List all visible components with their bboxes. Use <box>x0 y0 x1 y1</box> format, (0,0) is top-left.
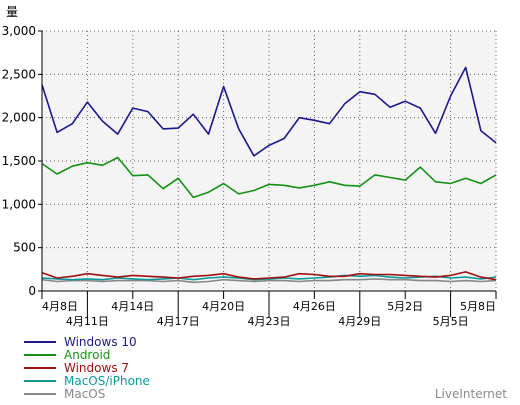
x-tick-label: 4月8日 <box>42 300 78 313</box>
y-ticks: 0 500 1,000 1,500 2,000 2,500 3,000 <box>2 24 42 298</box>
grid-lines <box>42 30 497 291</box>
x-tick-label: 4月26日 <box>293 300 336 313</box>
y-tick-label: 2,500 <box>2 67 36 81</box>
y-axis-label: 量 <box>6 5 18 19</box>
series-line-windows-10 <box>41 66 497 157</box>
x-tick-label: 4月14日 <box>111 300 154 313</box>
y-tick-label: 0 <box>28 284 36 298</box>
x-tick-label: 4月20日 <box>202 300 245 313</box>
y-tick-label: 2,000 <box>2 111 36 125</box>
y-tick-label: 1,500 <box>2 154 36 168</box>
series-line-android <box>41 156 497 199</box>
y-tick-label: 3,000 <box>2 24 36 38</box>
legend-label: Windows 10 <box>64 335 137 349</box>
legend-label: Windows 7 <box>64 361 129 375</box>
y-tick-label: 500 <box>13 241 36 255</box>
x-tick-label: 5月5日 <box>433 315 469 328</box>
watermark: LiveInternet <box>435 387 507 401</box>
x-tick-label: 4月23日 <box>248 315 291 328</box>
x-tick-label: 4月29日 <box>338 315 381 328</box>
legend-label: MacOS/iPhone <box>64 374 150 388</box>
y-tick-label: 1,000 <box>2 197 36 211</box>
x-tick-label: 5月2日 <box>387 300 423 313</box>
x-tick-label: 4月17日 <box>157 315 200 328</box>
x-tick-label: 5月8日 <box>460 300 496 313</box>
series-line-windows-7 <box>41 271 497 281</box>
series-line-macos <box>41 278 497 284</box>
x-tick-label: 4月11日 <box>66 315 109 328</box>
legend-label: MacOS <box>64 387 105 401</box>
series-lines <box>41 66 497 284</box>
legend-label: Android <box>64 348 110 362</box>
